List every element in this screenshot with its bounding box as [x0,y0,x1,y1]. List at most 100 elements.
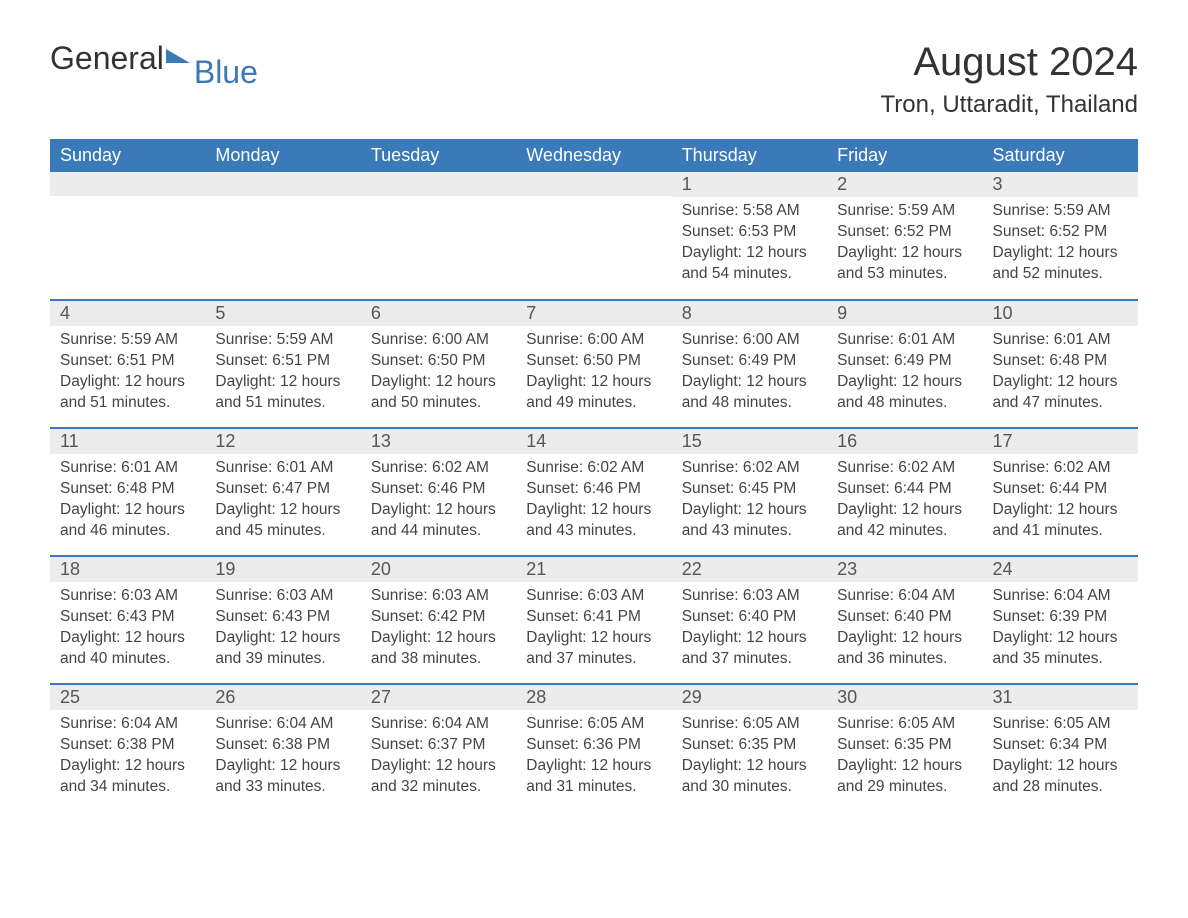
sunrise-line: Sunrise: 6:02 AM [993,458,1128,479]
calendar-body: 1Sunrise: 5:58 AMSunset: 6:53 PMDaylight… [50,172,1138,812]
day-number: 17 [983,429,1138,454]
daylight-line: Daylight: 12 hours and 43 minutes. [682,500,817,542]
daylight-line: Daylight: 12 hours and 31 minutes. [526,756,661,798]
weekday-header: Thursday [672,139,827,172]
day-body: Sunrise: 6:04 AMSunset: 6:39 PMDaylight:… [983,582,1138,678]
sunrise-line: Sunrise: 6:01 AM [215,458,350,479]
day-body: Sunrise: 6:01 AMSunset: 6:48 PMDaylight:… [50,454,205,550]
day-body: Sunrise: 6:03 AMSunset: 6:42 PMDaylight:… [361,582,516,678]
sunset-line: Sunset: 6:51 PM [60,351,195,372]
calendar-cell: 19Sunrise: 6:03 AMSunset: 6:43 PMDayligh… [205,556,360,684]
sunset-line: Sunset: 6:52 PM [837,222,972,243]
calendar-cell: 23Sunrise: 6:04 AMSunset: 6:40 PMDayligh… [827,556,982,684]
empty-daynum [50,172,205,196]
day-body: Sunrise: 6:04 AMSunset: 6:38 PMDaylight:… [50,710,205,806]
sunrise-line: Sunrise: 5:59 AM [60,330,195,351]
sunrise-line: Sunrise: 6:05 AM [993,714,1128,735]
sunset-line: Sunset: 6:50 PM [371,351,506,372]
logo-text-general: General [50,40,164,77]
calendar-cell: 12Sunrise: 6:01 AMSunset: 6:47 PMDayligh… [205,428,360,556]
day-number: 30 [827,685,982,710]
day-body: Sunrise: 6:00 AMSunset: 6:50 PMDaylight:… [516,326,671,422]
day-body: Sunrise: 6:02 AMSunset: 6:44 PMDaylight:… [983,454,1138,550]
day-body: Sunrise: 6:02 AMSunset: 6:44 PMDaylight:… [827,454,982,550]
sunset-line: Sunset: 6:49 PM [837,351,972,372]
daylight-line: Daylight: 12 hours and 33 minutes. [215,756,350,798]
weekday-header: Sunday [50,139,205,172]
daylight-line: Daylight: 12 hours and 34 minutes. [60,756,195,798]
sunset-line: Sunset: 6:38 PM [215,735,350,756]
sunrise-line: Sunrise: 6:00 AM [371,330,506,351]
calendar-cell: 27Sunrise: 6:04 AMSunset: 6:37 PMDayligh… [361,684,516,812]
day-number: 18 [50,557,205,582]
sunrise-line: Sunrise: 6:00 AM [526,330,661,351]
calendar-row: 4Sunrise: 5:59 AMSunset: 6:51 PMDaylight… [50,300,1138,428]
empty-daynum [361,172,516,196]
calendar-cell: 10Sunrise: 6:01 AMSunset: 6:48 PMDayligh… [983,300,1138,428]
sunrise-line: Sunrise: 5:58 AM [682,201,817,222]
day-body: Sunrise: 5:59 AMSunset: 6:52 PMDaylight:… [827,197,982,293]
sunset-line: Sunset: 6:46 PM [371,479,506,500]
sunset-line: Sunset: 6:53 PM [682,222,817,243]
calendar-table: SundayMondayTuesdayWednesdayThursdayFrid… [50,139,1138,812]
daylight-line: Daylight: 12 hours and 47 minutes. [993,372,1128,414]
logo-text-blue: Blue [194,54,258,91]
calendar-cell: 8Sunrise: 6:00 AMSunset: 6:49 PMDaylight… [672,300,827,428]
day-number: 9 [827,301,982,326]
daylight-line: Daylight: 12 hours and 29 minutes. [837,756,972,798]
day-number: 31 [983,685,1138,710]
calendar-cell: 14Sunrise: 6:02 AMSunset: 6:46 PMDayligh… [516,428,671,556]
day-number: 11 [50,429,205,454]
sunrise-line: Sunrise: 6:04 AM [215,714,350,735]
day-number: 4 [50,301,205,326]
calendar-cell: 26Sunrise: 6:04 AMSunset: 6:38 PMDayligh… [205,684,360,812]
day-body: Sunrise: 6:04 AMSunset: 6:38 PMDaylight:… [205,710,360,806]
calendar-cell: 17Sunrise: 6:02 AMSunset: 6:44 PMDayligh… [983,428,1138,556]
daylight-line: Daylight: 12 hours and 36 minutes. [837,628,972,670]
day-number: 27 [361,685,516,710]
sunset-line: Sunset: 6:48 PM [993,351,1128,372]
calendar-cell: 1Sunrise: 5:58 AMSunset: 6:53 PMDaylight… [672,172,827,300]
daylight-line: Daylight: 12 hours and 30 minutes. [682,756,817,798]
day-body: Sunrise: 6:03 AMSunset: 6:40 PMDaylight:… [672,582,827,678]
calendar-cell: 29Sunrise: 6:05 AMSunset: 6:35 PMDayligh… [672,684,827,812]
day-body: Sunrise: 6:01 AMSunset: 6:48 PMDaylight:… [983,326,1138,422]
calendar-cell: 21Sunrise: 6:03 AMSunset: 6:41 PMDayligh… [516,556,671,684]
day-number: 22 [672,557,827,582]
day-body: Sunrise: 5:59 AMSunset: 6:51 PMDaylight:… [205,326,360,422]
day-body: Sunrise: 5:59 AMSunset: 6:51 PMDaylight:… [50,326,205,422]
sunset-line: Sunset: 6:40 PM [682,607,817,628]
sunrise-line: Sunrise: 6:02 AM [526,458,661,479]
day-number: 5 [205,301,360,326]
daylight-line: Daylight: 12 hours and 49 minutes. [526,372,661,414]
daylight-line: Daylight: 12 hours and 48 minutes. [682,372,817,414]
day-body: Sunrise: 6:05 AMSunset: 6:34 PMDaylight:… [983,710,1138,806]
day-number: 21 [516,557,671,582]
day-number: 29 [672,685,827,710]
calendar-cell: 30Sunrise: 6:05 AMSunset: 6:35 PMDayligh… [827,684,982,812]
location: Tron, Uttaradit, Thailand [881,91,1138,119]
sunset-line: Sunset: 6:49 PM [682,351,817,372]
day-body: Sunrise: 5:58 AMSunset: 6:53 PMDaylight:… [672,197,827,293]
calendar-cell: 20Sunrise: 6:03 AMSunset: 6:42 PMDayligh… [361,556,516,684]
month-title: August 2024 [881,40,1138,85]
logo: General Blue [50,40,258,77]
day-body: Sunrise: 6:02 AMSunset: 6:46 PMDaylight:… [361,454,516,550]
daylight-line: Daylight: 12 hours and 50 minutes. [371,372,506,414]
sunrise-line: Sunrise: 5:59 AM [215,330,350,351]
day-body: Sunrise: 6:04 AMSunset: 6:37 PMDaylight:… [361,710,516,806]
sunset-line: Sunset: 6:52 PM [993,222,1128,243]
weekday-header: Friday [827,139,982,172]
day-number: 23 [827,557,982,582]
sunset-line: Sunset: 6:37 PM [371,735,506,756]
sunset-line: Sunset: 6:46 PM [526,479,661,500]
sunrise-line: Sunrise: 6:01 AM [60,458,195,479]
day-body: Sunrise: 6:04 AMSunset: 6:40 PMDaylight:… [827,582,982,678]
day-body: Sunrise: 6:01 AMSunset: 6:47 PMDaylight:… [205,454,360,550]
day-body: Sunrise: 6:02 AMSunset: 6:45 PMDaylight:… [672,454,827,550]
day-number: 26 [205,685,360,710]
calendar-cell [516,172,671,300]
calendar-cell: 16Sunrise: 6:02 AMSunset: 6:44 PMDayligh… [827,428,982,556]
daylight-line: Daylight: 12 hours and 46 minutes. [60,500,195,542]
day-number: 24 [983,557,1138,582]
